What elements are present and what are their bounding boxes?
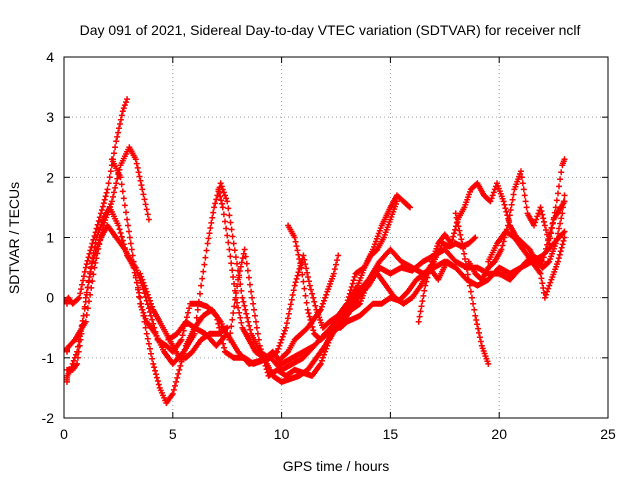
series-track-1: [64, 96, 131, 307]
grid-lines: [64, 57, 608, 418]
y-tick-label: 4: [46, 49, 54, 65]
series-track-13: [485, 228, 568, 301]
series-track-4: [64, 144, 152, 355]
plus-markers: [485, 228, 568, 301]
x-tick-label: 25: [600, 426, 616, 442]
plus-markers: [137, 270, 231, 361]
plus-markers: [64, 96, 131, 307]
plot-frame: [63, 56, 609, 419]
plus-markers: [452, 210, 492, 367]
tick-labels: 0 5 10 15 20 25 -2 -1 0 1 2 3 4: [42, 49, 616, 442]
y-tick-label: 1: [46, 230, 54, 246]
y-tick-label: -2: [42, 410, 55, 426]
y-tick-label: 3: [46, 109, 54, 125]
chart-title: Day 091 of 2021, Sidereal Day-to-day VTE…: [80, 22, 581, 38]
x-tick-label: 0: [60, 426, 68, 442]
y-axis-label: SDTVAR / TECUs: [6, 182, 22, 294]
plus-markers: [278, 252, 342, 361]
plus-markers: [64, 144, 152, 355]
y-tick-label: -1: [42, 350, 55, 366]
series-track-11: [452, 210, 492, 367]
plus-markers: [465, 156, 568, 283]
series-track-14: [137, 270, 231, 361]
data-points: [64, 96, 568, 406]
x-tick-label: 5: [169, 426, 177, 442]
x-tick-label: 15: [383, 426, 399, 442]
x-tick-label: 10: [274, 426, 290, 442]
x-axis-label: GPS time / hours: [283, 458, 390, 474]
y-tick-label: 2: [46, 169, 54, 185]
x-tick-label: 20: [491, 426, 507, 442]
series-track-9: [278, 252, 342, 361]
y-tick-label: 0: [46, 290, 54, 306]
series-track-12: [465, 156, 568, 283]
